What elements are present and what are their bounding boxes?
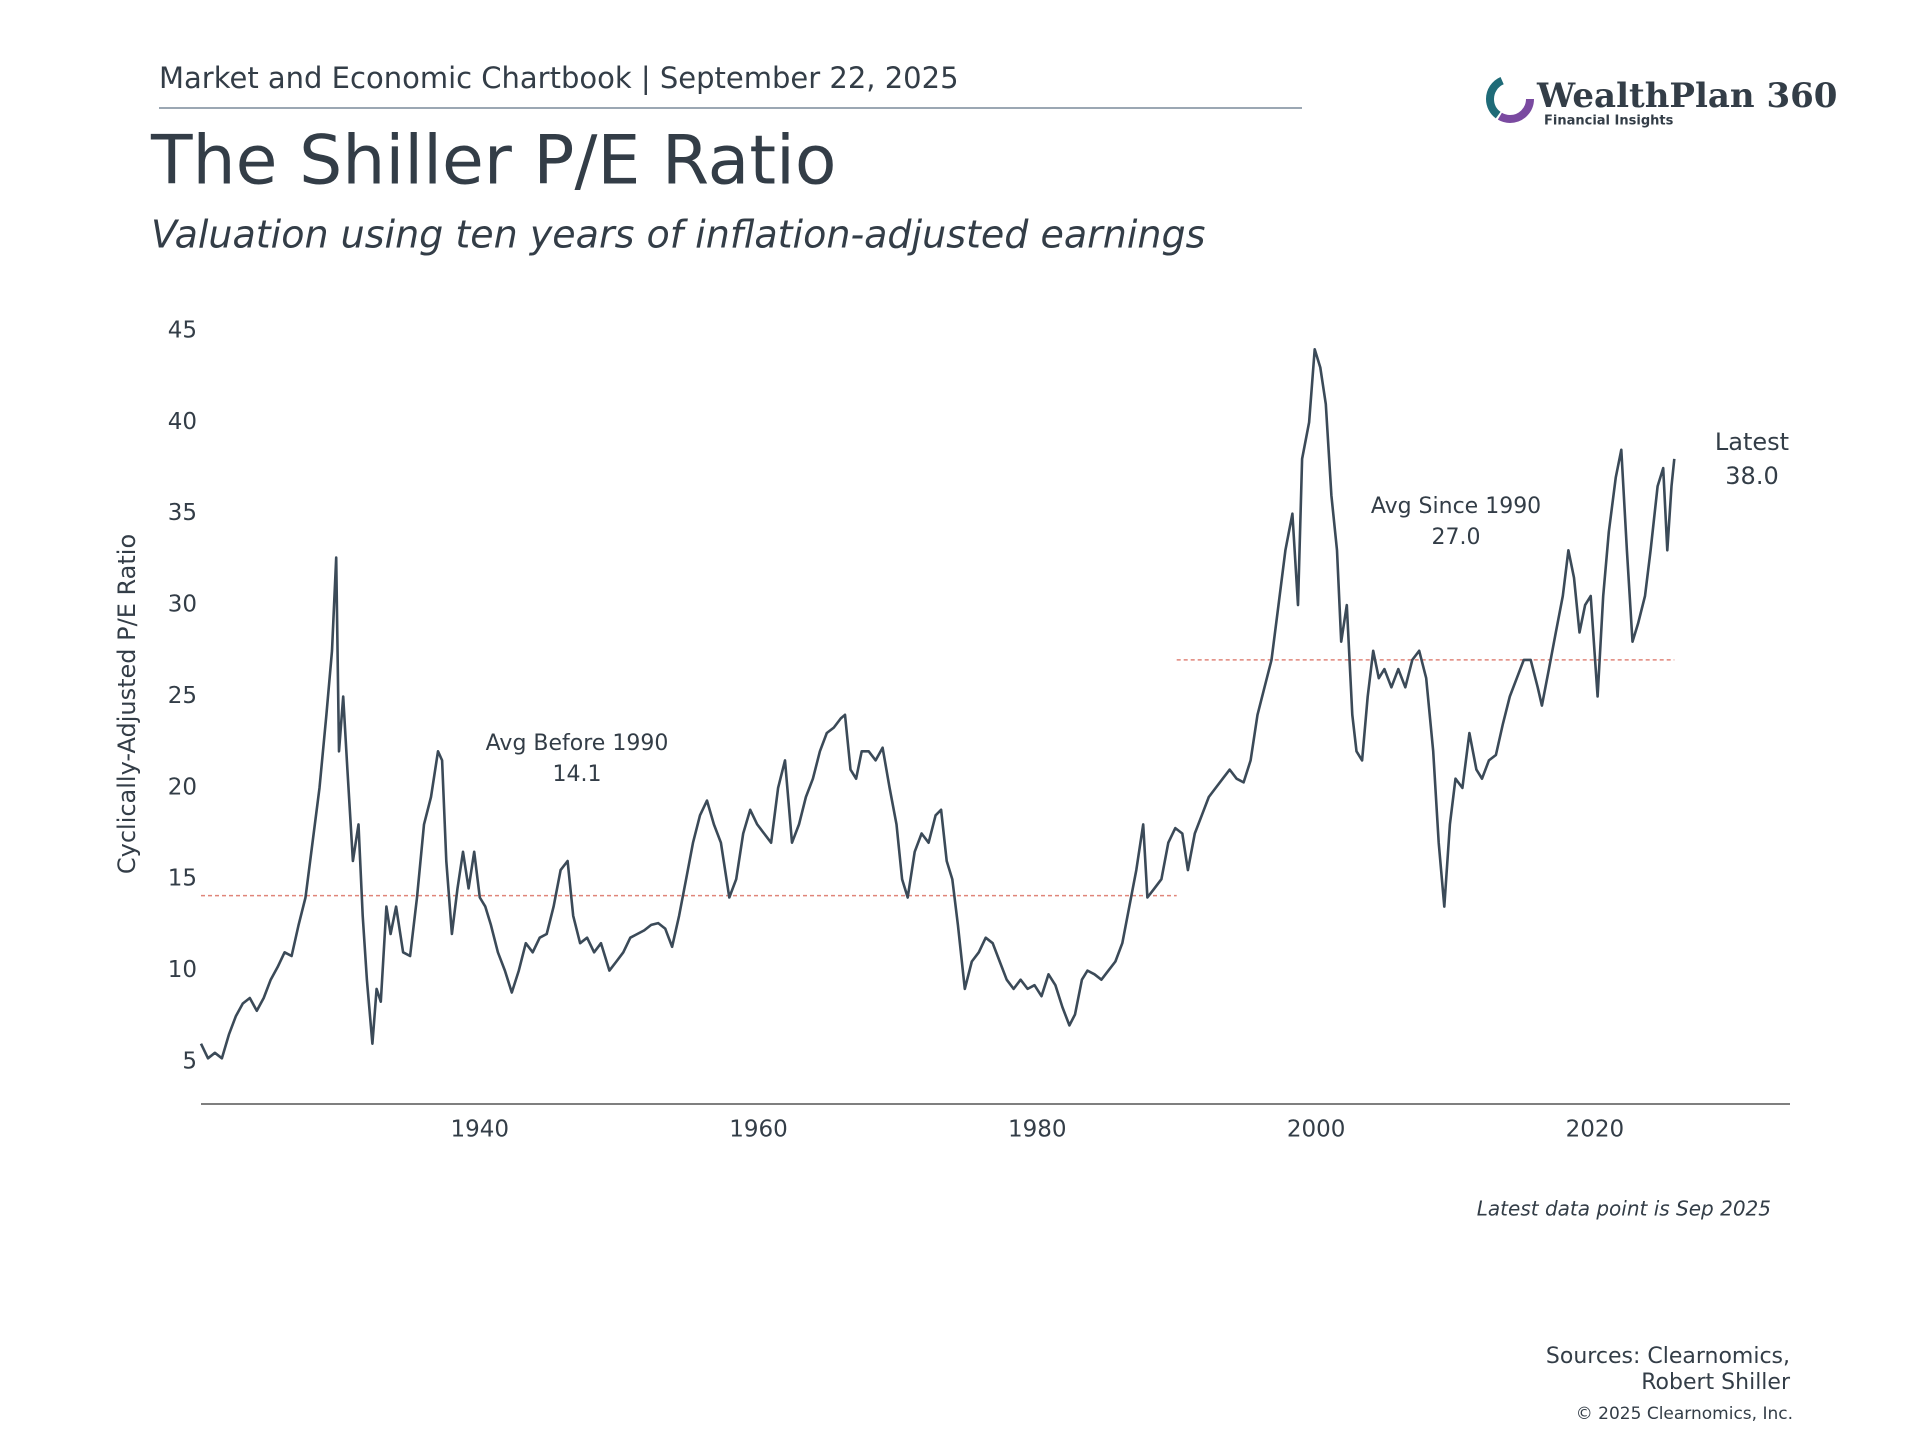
note: Latest data point is Sep 2025: [1477, 1197, 1771, 1221]
logo-arc: [1486, 75, 1534, 123]
reference-value: 27.0: [1432, 525, 1481, 550]
y-tick-label: 15: [168, 866, 197, 892]
y-tick-label: 25: [168, 683, 197, 709]
data-line: [199, 348, 1676, 1060]
y-axis-label: Cyclically-Adjusted P/E Ratio: [113, 534, 141, 874]
y-tick-label: 45: [168, 318, 197, 344]
sources: Robert Shiller: [1641, 1370, 1791, 1395]
reference-label: Avg Since 1990: [1371, 494, 1541, 519]
x-tick-label: 2020: [1566, 1117, 1625, 1143]
reference-value: 14.1: [553, 762, 602, 787]
x-tick-label: 1940: [450, 1117, 509, 1143]
header: Market and Economic Chartbook | Septembe…: [159, 61, 959, 95]
latest-label: Latest: [1715, 428, 1789, 456]
logo-arc: [1486, 75, 1534, 123]
logo-name: WealthPlan 360: [1536, 76, 1837, 116]
chart-subtitle: Valuation using ten years of inflation-a…: [151, 213, 1205, 257]
y-tick-label: 35: [168, 500, 197, 526]
y-tick-label: 40: [168, 409, 197, 435]
y-tick-label: 10: [168, 957, 197, 983]
sources: Sources: Clearnomics,: [1546, 1344, 1790, 1369]
reference-label: Avg Before 1990: [486, 731, 669, 756]
chart-title: The Shiller P/E Ratio: [150, 122, 837, 201]
copyright: © 2025 Clearnomics, Inc.: [1576, 1404, 1793, 1424]
y-tick-label: 20: [168, 774, 197, 800]
logo-tagline: Financial Insights: [1544, 114, 1674, 129]
logo: WealthPlan 360 Financial Insights: [1486, 75, 1837, 129]
latest-value: 38.0: [1725, 462, 1778, 490]
x-tick-label: 1960: [729, 1117, 788, 1143]
y-tick-label: 5: [182, 1048, 197, 1074]
x-tick-label: 2000: [1287, 1117, 1346, 1143]
x-tick-label: 1980: [1008, 1117, 1067, 1143]
y-tick-label: 30: [168, 592, 197, 618]
